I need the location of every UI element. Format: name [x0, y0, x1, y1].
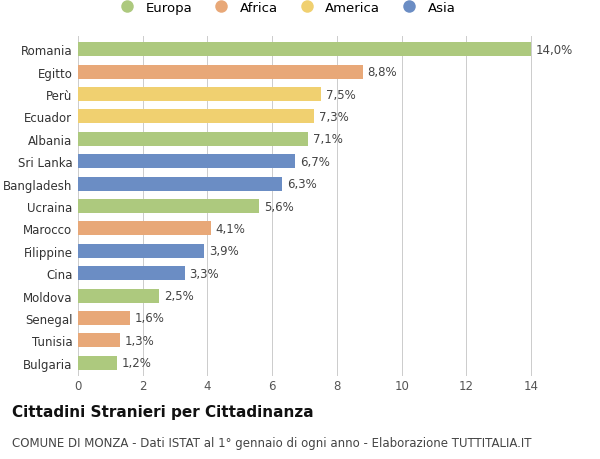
Bar — [78, 200, 259, 213]
Text: 3,9%: 3,9% — [209, 245, 239, 257]
Bar — [78, 177, 282, 191]
Text: 4,1%: 4,1% — [215, 223, 245, 235]
Bar — [78, 43, 531, 57]
Bar — [78, 133, 308, 146]
Bar — [78, 66, 363, 79]
Bar — [78, 110, 314, 124]
Text: 7,3%: 7,3% — [319, 111, 349, 123]
Text: COMUNE DI MONZA - Dati ISTAT al 1° gennaio di ogni anno - Elaborazione TUTTITALI: COMUNE DI MONZA - Dati ISTAT al 1° genna… — [12, 436, 532, 449]
Text: 1,2%: 1,2% — [122, 357, 152, 369]
Bar — [78, 311, 130, 325]
Text: 2,5%: 2,5% — [164, 290, 194, 302]
Bar — [78, 222, 211, 236]
Text: 7,1%: 7,1% — [313, 133, 343, 146]
Legend: Europa, Africa, America, Asia: Europa, Africa, America, Asia — [111, 0, 458, 17]
Bar — [78, 289, 159, 303]
Text: 6,3%: 6,3% — [287, 178, 317, 190]
Text: 1,3%: 1,3% — [125, 334, 155, 347]
Text: 1,6%: 1,6% — [134, 312, 164, 325]
Text: 3,3%: 3,3% — [190, 267, 219, 280]
Bar — [78, 356, 117, 370]
Bar — [78, 244, 204, 258]
Text: 7,5%: 7,5% — [326, 88, 355, 101]
Bar — [78, 155, 295, 169]
Text: 14,0%: 14,0% — [536, 44, 573, 56]
Bar — [78, 88, 321, 102]
Bar — [78, 334, 120, 347]
Text: Cittadini Stranieri per Cittadinanza: Cittadini Stranieri per Cittadinanza — [12, 404, 314, 419]
Bar — [78, 267, 185, 280]
Text: 5,6%: 5,6% — [264, 200, 294, 213]
Text: 6,7%: 6,7% — [300, 156, 329, 168]
Text: 8,8%: 8,8% — [368, 66, 397, 79]
